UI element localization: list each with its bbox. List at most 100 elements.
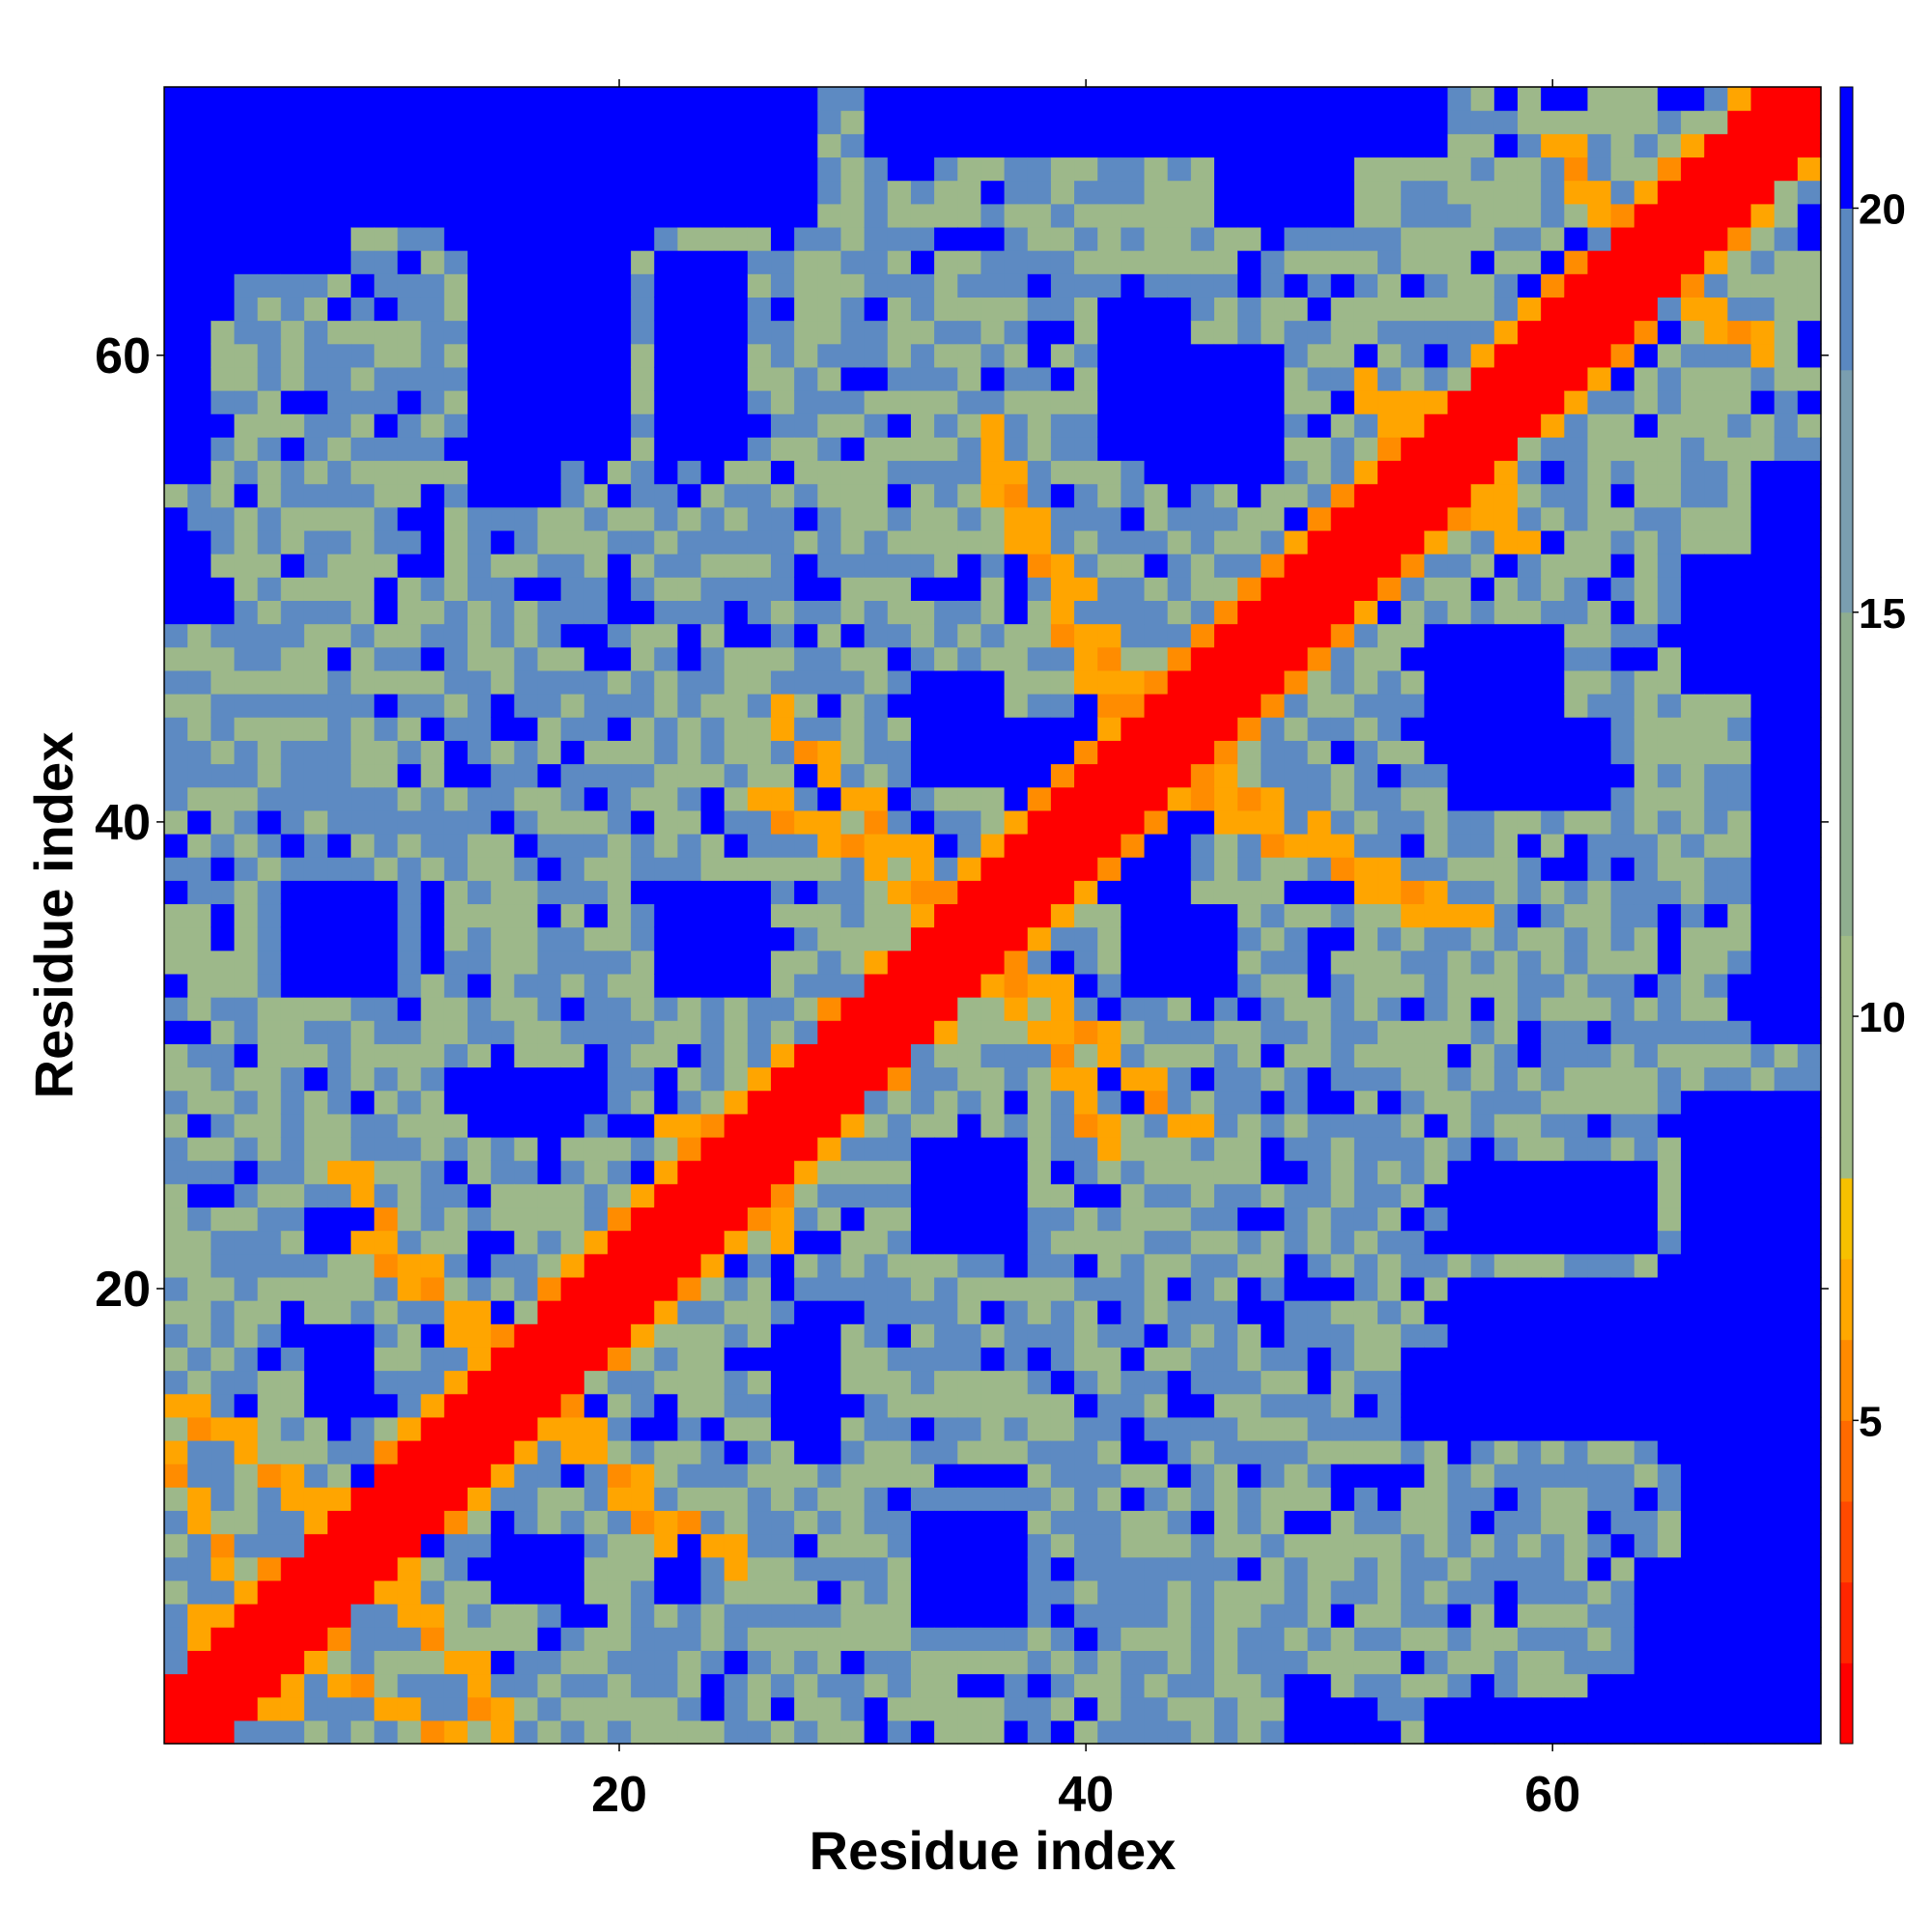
heatmap-cell — [1517, 343, 1542, 368]
heatmap-cell — [164, 740, 188, 765]
heatmap-cell — [1074, 1066, 1098, 1092]
heatmap-cell — [1050, 203, 1075, 228]
heatmap-cell — [1564, 600, 1589, 625]
heatmap-cell — [1074, 973, 1098, 998]
heatmap-cell — [397, 203, 422, 228]
heatmap-cell — [654, 203, 678, 228]
heatmap-cell — [420, 460, 445, 485]
heatmap-cell — [1213, 180, 1238, 205]
heatmap-cell — [374, 554, 399, 578]
heatmap-cell — [1587, 437, 1612, 462]
heatmap-cell — [1050, 1043, 1075, 1068]
heatmap-cell — [747, 1183, 772, 1208]
heatmap-cell — [1074, 1276, 1098, 1301]
heatmap-cell — [677, 646, 702, 671]
heatmap-cell — [303, 1416, 328, 1441]
heatmap-cell — [677, 1230, 702, 1255]
heatmap-cell — [257, 1604, 282, 1628]
heatmap-cell — [1750, 226, 1776, 251]
heatmap-cell — [1634, 1183, 1659, 1208]
heatmap-cell — [631, 460, 655, 485]
heatmap-cell — [1004, 950, 1029, 975]
heatmap-cell — [1213, 880, 1238, 905]
heatmap-cell — [374, 740, 399, 765]
heatmap-cell — [443, 87, 469, 111]
heatmap-cell — [1493, 997, 1519, 1021]
heatmap-cell — [1750, 646, 1776, 671]
heatmap-cell — [280, 997, 305, 1021]
heatmap-cell — [1517, 554, 1542, 578]
heatmap-cell — [1681, 320, 1705, 345]
heatmap-cell — [840, 600, 866, 625]
heatmap-cell — [631, 740, 655, 765]
heatmap-cell — [1564, 110, 1589, 134]
heatmap-cell — [420, 366, 445, 391]
heatmap-cell — [1424, 110, 1449, 134]
heatmap-cell — [677, 180, 702, 205]
heatmap-cell — [817, 156, 842, 182]
heatmap-cell — [700, 1416, 725, 1441]
heatmap-cell — [1190, 1370, 1215, 1395]
heatmap-cell — [1657, 810, 1682, 835]
heatmap-cell — [1353, 1207, 1378, 1232]
heatmap-cell — [864, 203, 889, 228]
heatmap-cell — [1050, 623, 1075, 648]
heatmap-cell — [443, 1090, 469, 1115]
heatmap-cell — [537, 786, 562, 811]
heatmap-cell — [817, 483, 842, 508]
heatmap-cell — [491, 554, 515, 578]
heatmap-cell — [1261, 1416, 1286, 1441]
heatmap-cell — [583, 577, 609, 601]
heatmap-cell — [1144, 87, 1169, 111]
heatmap-cell — [234, 1604, 259, 1628]
heatmap-cell — [1190, 740, 1215, 765]
heatmap-cell — [1353, 1673, 1378, 1698]
heatmap-cell — [280, 1113, 305, 1138]
heatmap-cell — [234, 623, 259, 648]
heatmap-cell — [1237, 1160, 1262, 1184]
heatmap-cell — [1727, 1463, 1752, 1488]
heatmap-cell — [934, 1510, 958, 1535]
heatmap-cell — [1541, 740, 1565, 765]
heatmap-cell — [1261, 646, 1286, 671]
heatmap-cell — [1004, 1604, 1029, 1628]
heatmap-cell — [1330, 226, 1355, 251]
heatmap-cell — [1004, 763, 1029, 788]
heatmap-cell — [234, 880, 259, 905]
heatmap-cell — [1353, 506, 1378, 531]
heatmap-cell — [1121, 110, 1146, 134]
heatmap-cell — [1750, 740, 1776, 765]
heatmap-cell — [420, 343, 445, 368]
heatmap-cell — [1097, 763, 1122, 788]
heatmap-cell — [1750, 717, 1776, 741]
heatmap-cell — [1610, 786, 1635, 811]
heatmap-cell — [910, 857, 935, 881]
heatmap-cell — [1121, 1136, 1146, 1161]
heatmap-cell — [1447, 1487, 1472, 1512]
heatmap-cell — [1517, 1579, 1542, 1605]
heatmap-cell — [164, 320, 188, 345]
heatmap-cell — [1237, 1347, 1262, 1372]
heatmap-cell — [1167, 203, 1192, 228]
heatmap-cell — [1074, 529, 1098, 554]
heatmap-cell — [1050, 997, 1075, 1021]
heatmap-cell — [910, 1020, 935, 1044]
heatmap-cell — [1447, 1579, 1472, 1605]
heatmap-cell — [1657, 1207, 1682, 1232]
heatmap-cell — [910, 460, 935, 485]
heatmap-cell — [1004, 1370, 1029, 1395]
heatmap-cell — [1330, 623, 1355, 648]
heatmap-cell — [1704, 810, 1728, 835]
heatmap-cell — [887, 810, 912, 835]
heatmap-cell — [631, 1020, 655, 1044]
heatmap-cell — [1470, 646, 1495, 671]
heatmap-cell — [1074, 1113, 1098, 1138]
heatmap-cell — [677, 1510, 702, 1535]
heatmap-cell — [1681, 1113, 1705, 1138]
heatmap-cell — [1657, 926, 1682, 952]
heatmap-cell — [747, 1253, 772, 1278]
heatmap-cell — [840, 669, 866, 695]
heatmap-cell — [327, 366, 352, 391]
heatmap-cell — [1401, 1253, 1425, 1278]
heatmap-cell — [887, 1439, 912, 1464]
